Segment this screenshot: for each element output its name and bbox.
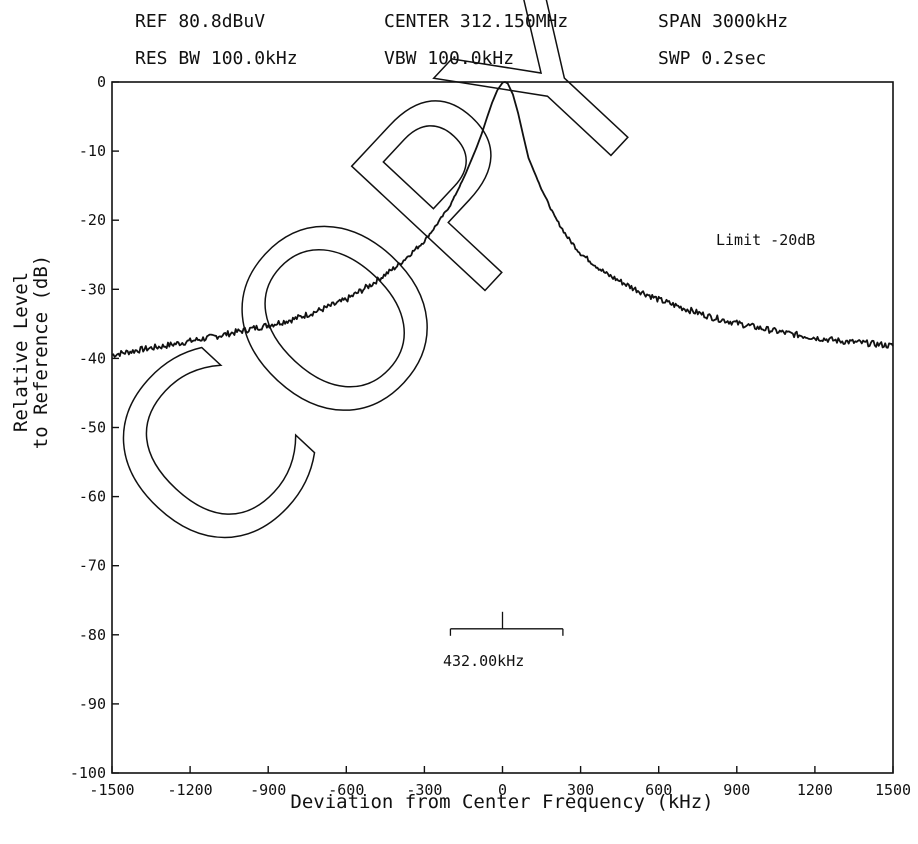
x-tick-label: -1200 <box>168 781 213 799</box>
x-tick-label: -600 <box>328 781 364 799</box>
y-axis-title-line-2: to Reference (dB) <box>30 255 52 449</box>
x-tick-label: 900 <box>723 781 750 799</box>
y-tick-label: -100 <box>70 764 106 782</box>
x-tick-label: 1200 <box>797 781 833 799</box>
x-tick-label: 300 <box>567 781 594 799</box>
limit-label: Limit -20dB <box>716 231 815 249</box>
y-tick-label: -10 <box>79 142 106 160</box>
x-tick-label: 600 <box>645 781 672 799</box>
y-tick-label: -70 <box>79 557 106 575</box>
x-axis-ticks: -1500 -1200 -900 -600 -300 0 300 600 900 1200 1500 <box>89 766 911 799</box>
y-tick-label: -60 <box>79 488 106 506</box>
x-tick-label: 1500 <box>875 781 911 799</box>
sweep-time-text: SWP 0.2sec <box>658 48 766 69</box>
y-tick-label: 0 <box>97 73 106 91</box>
bandwidth-marker <box>449 611 564 636</box>
x-tick-label: -300 <box>406 781 442 799</box>
resolution-bandwidth-text: RES BW 100.0kHz <box>135 48 298 69</box>
center-frequency-text: CENTER 312.150MHz <box>384 11 568 32</box>
video-bandwidth-text: VBW 100.0kHz <box>384 48 514 69</box>
y-tick-label: -40 <box>79 349 106 367</box>
ref-level-text: REF 80.8dBuV <box>135 11 265 32</box>
x-tick-label: -900 <box>250 781 286 799</box>
y-tick-label: -20 <box>79 211 106 229</box>
x-tick-label: -1500 <box>89 781 134 799</box>
span-text: SPAN 3000kHz <box>658 11 788 32</box>
x-axis-title: Deviation from Center Frequency (kHz) <box>290 791 713 813</box>
x-tick-label: 0 <box>498 781 507 799</box>
y-tick-label: -30 <box>79 280 106 298</box>
y-axis-title-line-1: Relative Level <box>10 272 32 432</box>
y-tick-label: -80 <box>79 626 106 644</box>
y-tick-label: -90 <box>79 695 106 713</box>
y-axis-ticks: 0 -10 -20 -30 -40 -50 -60 -70 -80 -90 -100 <box>70 73 119 782</box>
bandwidth-label: 432.00kHz <box>443 652 524 670</box>
y-tick-label: -50 <box>79 419 106 437</box>
copy-watermark: COPY <box>45 0 715 620</box>
spectrum-trace <box>111 81 894 358</box>
